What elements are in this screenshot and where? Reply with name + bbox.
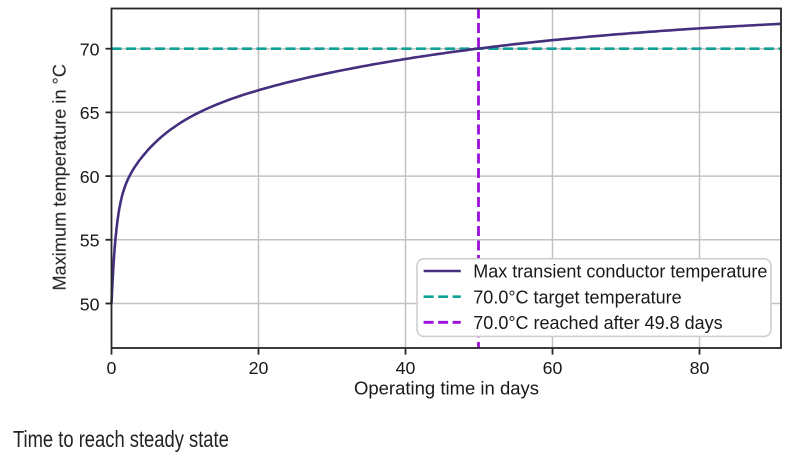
svg-text:50: 50 <box>80 294 100 314</box>
svg-text:65: 65 <box>80 103 100 123</box>
svg-text:70: 70 <box>80 40 100 60</box>
svg-text:55: 55 <box>80 231 100 251</box>
svg-text:Maximum temperature in °C: Maximum temperature in °C <box>50 64 70 291</box>
svg-text:0: 0 <box>107 358 117 378</box>
svg-text:20: 20 <box>249 358 269 378</box>
svg-text:Operating time in days: Operating time in days <box>354 378 539 399</box>
svg-text:70.0°C target temperature: 70.0°C target temperature <box>473 287 681 307</box>
svg-text:60: 60 <box>80 167 100 187</box>
svg-text:70.0°C reached after 49.8 days: 70.0°C reached after 49.8 days <box>473 313 722 333</box>
svg-text:60: 60 <box>543 358 563 378</box>
svg-text:40: 40 <box>396 358 416 378</box>
svg-text:80: 80 <box>690 358 710 378</box>
svg-text:Max transient conductor temper: Max transient conductor temperature <box>473 262 767 282</box>
